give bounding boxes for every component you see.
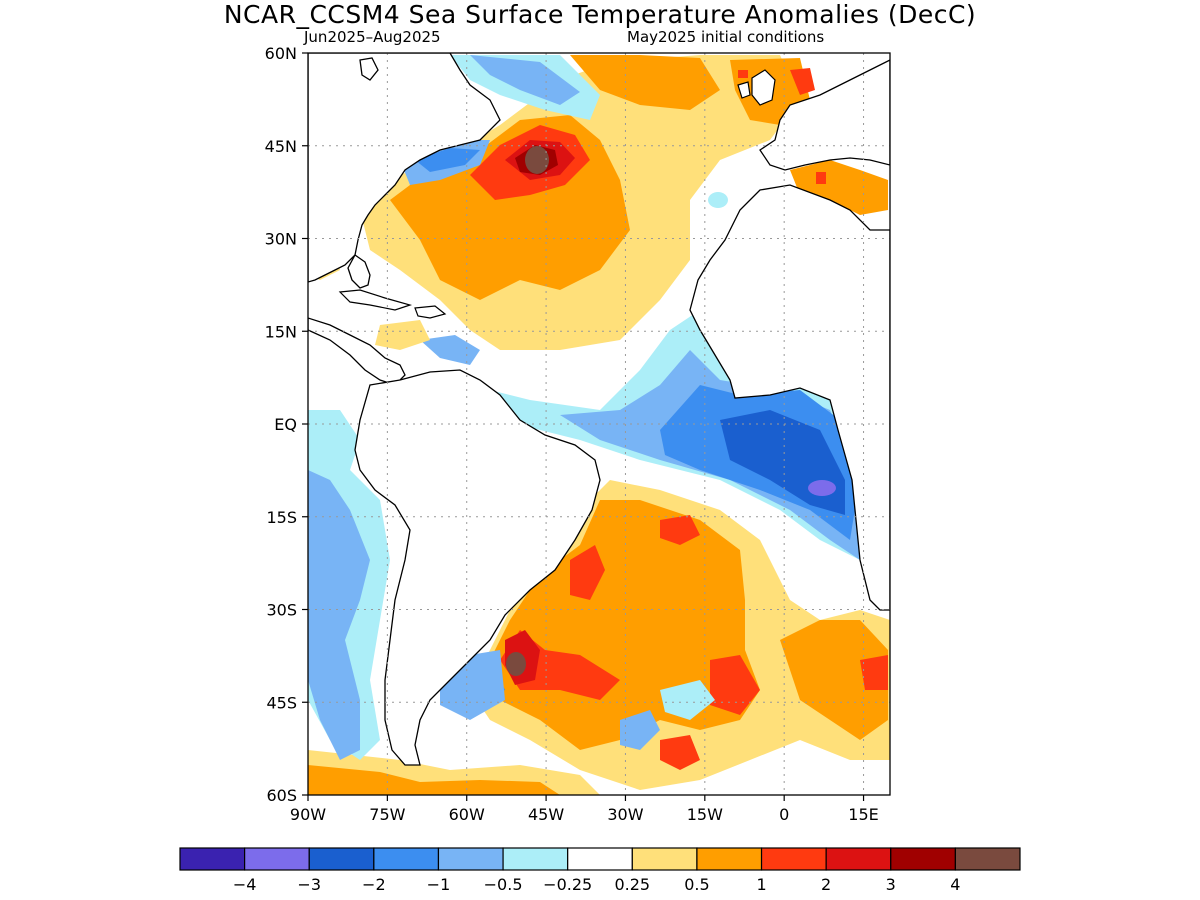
colorbar-swatch [825,847,892,871]
africa [689,184,890,611]
lat-tick-label: 45N [265,137,297,156]
lon-tick-label: 45W [528,805,564,824]
anomaly-region [860,655,888,690]
colorbar-swatch [696,847,763,871]
colorbar-label: 0.25 [614,875,650,894]
lat-tick-label: EQ [274,415,297,434]
anomaly-region [570,55,720,110]
colorbar-label: −4 [233,875,257,894]
anomaly-region [660,735,700,770]
colorbar-swatch [502,847,569,871]
land-masses [308,53,890,766]
colorbar-swatch [244,847,310,871]
anomaly-region [525,146,549,174]
latitude-axis: 60N 45N 30N 15N EQ 15S 30S 45S 60S [265,44,308,805]
forecast-period: Jun2025–Aug2025 [304,28,441,46]
south-america [354,369,601,766]
lon-tick-label: 15W [687,805,723,824]
colorbar-label: −0.5 [484,875,523,894]
colorbar-label: −3 [297,875,321,894]
anomaly-region [816,172,826,184]
anomaly-region [308,470,370,760]
colorbar-swatch [437,847,504,871]
anomaly-region [790,68,815,95]
colorbar-swatch [631,847,698,871]
colorbar-swatch [760,847,827,871]
anomaly-region [738,70,748,78]
hispaniola [414,305,447,319]
iceland [359,57,379,81]
lat-tick-label: 60S [266,786,297,805]
lat-tick-label: 60N [265,44,297,63]
colorbar-swatch [373,847,440,871]
central-america [308,317,406,386]
lat-tick-label: 30N [265,230,297,249]
colorbar-label: 2 [821,875,831,894]
colorbar-label: 1 [756,875,766,894]
lon-tick-label: 75W [369,805,405,824]
anomaly-region [470,55,580,105]
colorbar-swatch [954,847,1021,871]
lon-tick-label: 0 [779,805,789,824]
europe [759,59,890,171]
anomaly-region [660,680,715,720]
initial-conditions: May2025 initial conditions [627,28,825,46]
cuba [338,289,413,311]
anomaly-region [620,710,660,750]
colorbar-swatch [179,847,246,871]
anomaly-region [420,335,480,365]
lon-tick-label: 30W [607,805,643,824]
colorbar-swatch [567,847,633,871]
colorbar-label: −0.25 [543,875,592,894]
british-isles [751,69,776,106]
anomaly-region [808,480,836,496]
lat-tick-label: 30S [266,601,297,620]
lon-tick-label: 15E [848,805,878,824]
colorbar-swatch [308,847,375,871]
colorbar-label: 4 [950,875,960,894]
map-title: NCAR_CCSM4 Sea Surface Temperature Anoma… [223,0,977,29]
florida [347,254,371,289]
anomaly-region [415,148,480,172]
anomaly-region [375,320,430,350]
colorbar: −4 −3 −2 −1 −0.5 −0.25 0.25 0.5 1 2 3 4 [179,847,1021,894]
north-america [308,53,501,283]
lat-tick-label: 15S [266,508,297,527]
anomaly-region [780,620,888,740]
anomaly-region [506,652,526,676]
lon-tick-label: 60W [449,805,485,824]
longitude-axis: 90W 75W 60W 45W 30W 15W 0 15E [290,795,879,824]
anomaly-region [660,515,700,545]
anomaly-region [570,545,605,600]
ireland [737,81,751,99]
lon-tick-label: 90W [290,805,326,824]
colorbar-label: −2 [362,875,386,894]
anomaly-region [308,765,560,795]
anomaly-region [708,192,728,208]
colorbar-swatch [890,847,956,871]
anomaly-region [710,655,760,715]
colorbar-label: 0.5 [684,875,709,894]
lat-tick-label: 45S [266,693,297,712]
colorbar-label: 3 [886,875,896,894]
map-grid [308,53,890,795]
lat-tick-label: 15N [265,322,297,341]
colorbar-label: −1 [427,875,451,894]
